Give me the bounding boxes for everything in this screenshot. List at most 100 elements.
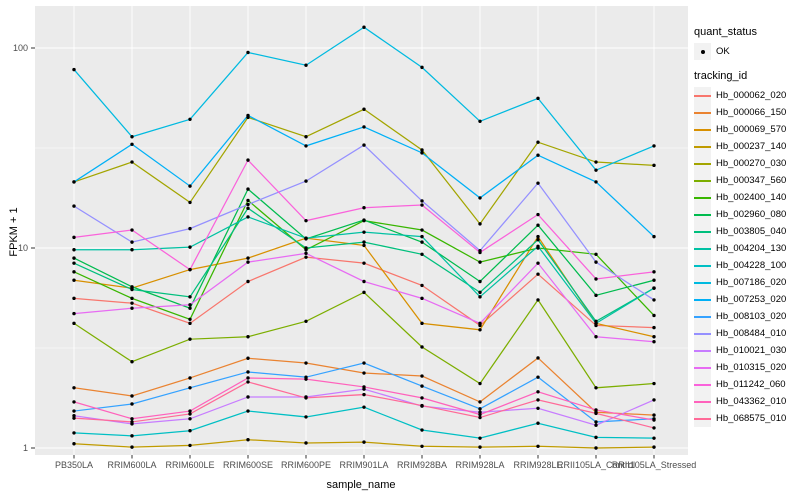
data-point bbox=[188, 200, 192, 205]
data-point bbox=[594, 180, 598, 184]
data-point bbox=[304, 251, 308, 256]
data-point bbox=[72, 296, 76, 301]
line-key-icon bbox=[694, 376, 711, 393]
data-point bbox=[652, 426, 656, 430]
legend-item-Hb_068575_010: Hb_068575_010 bbox=[694, 410, 800, 427]
data-point bbox=[362, 125, 366, 129]
data-point bbox=[246, 438, 250, 442]
data-point bbox=[362, 206, 366, 210]
data-point bbox=[304, 179, 308, 183]
legend-item-Hb_007186_020: Hb_007186_020 bbox=[694, 274, 800, 291]
line-key-icon bbox=[694, 240, 711, 257]
data-point bbox=[304, 218, 308, 223]
data-point bbox=[536, 356, 540, 360]
data-point bbox=[304, 135, 308, 139]
data-point bbox=[478, 250, 482, 255]
data-point bbox=[536, 406, 540, 410]
data-point bbox=[594, 420, 598, 424]
data-point bbox=[478, 436, 482, 440]
data-point bbox=[652, 163, 656, 168]
legend-item-label: Hb_002960_080 bbox=[716, 209, 787, 220]
line-key-icon bbox=[694, 206, 711, 223]
data-point bbox=[362, 385, 366, 389]
data-point bbox=[304, 319, 308, 324]
data-point bbox=[362, 261, 366, 265]
line-key-icon bbox=[694, 87, 711, 104]
data-point bbox=[478, 196, 482, 200]
legend-item-label: Hb_004204_130 bbox=[716, 243, 787, 254]
data-point bbox=[130, 160, 134, 164]
legend-item-Hb_000270_030: Hb_000270_030 bbox=[694, 155, 800, 172]
data-point bbox=[536, 181, 540, 185]
data-point bbox=[72, 442, 76, 446]
data-point bbox=[188, 386, 192, 390]
data-point bbox=[246, 256, 250, 260]
legend-item-label: Hb_010315_020 bbox=[716, 362, 787, 373]
data-point bbox=[72, 321, 76, 326]
data-point bbox=[478, 381, 482, 386]
data-point bbox=[188, 409, 192, 413]
line-key-icon bbox=[694, 155, 711, 172]
legend-item-label: Hb_068575_010 bbox=[716, 413, 787, 424]
data-point bbox=[188, 303, 192, 307]
legend-item-Hb_000062_020: Hb_000062_020 bbox=[694, 87, 800, 104]
data-point bbox=[652, 381, 656, 386]
legend-title-tracking-id: tracking_id bbox=[694, 70, 748, 82]
data-point bbox=[536, 390, 540, 394]
data-point bbox=[130, 360, 134, 364]
data-point bbox=[536, 272, 540, 276]
data-point bbox=[362, 143, 366, 147]
data-point bbox=[536, 398, 540, 402]
data-point bbox=[536, 212, 540, 217]
data-point bbox=[72, 409, 76, 413]
legend-item-Hb_002960_080: Hb_002960_080 bbox=[694, 206, 800, 223]
data-point bbox=[652, 234, 656, 239]
data-point bbox=[130, 434, 134, 438]
legend-item-Hb_010315_020: Hb_010315_020 bbox=[694, 359, 800, 376]
data-point bbox=[304, 361, 308, 365]
panel-background bbox=[35, 6, 688, 455]
line-key-icon bbox=[694, 172, 711, 189]
data-point bbox=[594, 423, 598, 427]
data-point bbox=[652, 278, 656, 282]
data-point bbox=[246, 50, 250, 55]
data-point bbox=[362, 107, 366, 111]
data-point bbox=[362, 25, 366, 29]
data-point bbox=[246, 202, 250, 207]
line-key-icon bbox=[694, 342, 711, 359]
data-point bbox=[246, 376, 250, 380]
legend-item-label: Hb_000066_150 bbox=[716, 107, 787, 118]
data-point bbox=[72, 235, 76, 240]
data-point bbox=[246, 356, 250, 360]
data-point bbox=[478, 321, 482, 326]
legend-item-Hb_000237_140: Hb_000237_140 bbox=[694, 138, 800, 155]
data-point bbox=[246, 187, 250, 191]
legend-title-quant-status: quant_status bbox=[694, 26, 757, 38]
line-key-icon bbox=[694, 359, 711, 376]
data-point bbox=[420, 199, 424, 203]
legend-item-Hb_010021_030: Hb_010021_030 bbox=[694, 342, 800, 359]
data-point bbox=[478, 415, 482, 420]
data-point bbox=[594, 435, 598, 440]
y-tick-label: 10 bbox=[18, 243, 28, 253]
point-key-icon bbox=[694, 43, 711, 60]
data-point bbox=[362, 440, 366, 444]
data-point bbox=[420, 65, 424, 70]
data-point bbox=[420, 428, 424, 432]
data-point bbox=[304, 63, 308, 67]
x-tick-label: RRIM600PE bbox=[281, 460, 331, 470]
data-point bbox=[188, 267, 192, 272]
x-tick-label: RRIM901LA bbox=[339, 460, 388, 470]
data-point bbox=[72, 204, 76, 208]
line-key-icon bbox=[694, 325, 711, 342]
data-point bbox=[130, 240, 134, 244]
data-point bbox=[304, 415, 308, 419]
data-point bbox=[188, 321, 192, 326]
data-point bbox=[72, 311, 76, 316]
data-point bbox=[536, 421, 540, 425]
legend-item-label: Hb_011242_060 bbox=[716, 379, 786, 390]
data-point bbox=[130, 287, 134, 292]
data-point bbox=[72, 414, 76, 418]
legend-item-label: Hb_007253_020 bbox=[716, 294, 787, 305]
data-point bbox=[536, 261, 540, 265]
